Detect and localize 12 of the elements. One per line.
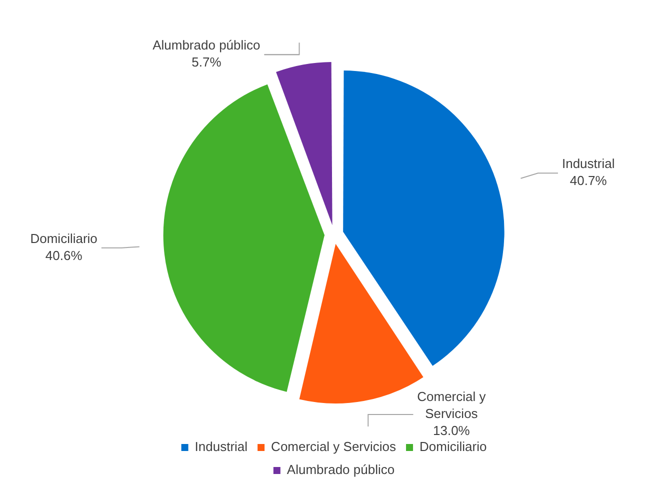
data-label: 5.7% — [192, 54, 222, 70]
legend-label: Alumbrado público — [286, 462, 395, 478]
legend-label: Domiciliario — [420, 439, 487, 454]
data-label: 40.6% — [45, 248, 83, 263]
data-label: 13.0% — [433, 423, 470, 438]
legend-label: Industrial — [194, 439, 248, 454]
slice-label: Domiciliario — [30, 230, 98, 246]
data-label: 40.7% — [570, 173, 608, 188]
slice-label: Comercial y Servicios — [417, 389, 486, 422]
legend-label: Comercial y Servicios — [271, 439, 397, 454]
slice-label: Alumbrado público — [152, 38, 260, 53]
slice-label: Industrial — [562, 156, 615, 172]
